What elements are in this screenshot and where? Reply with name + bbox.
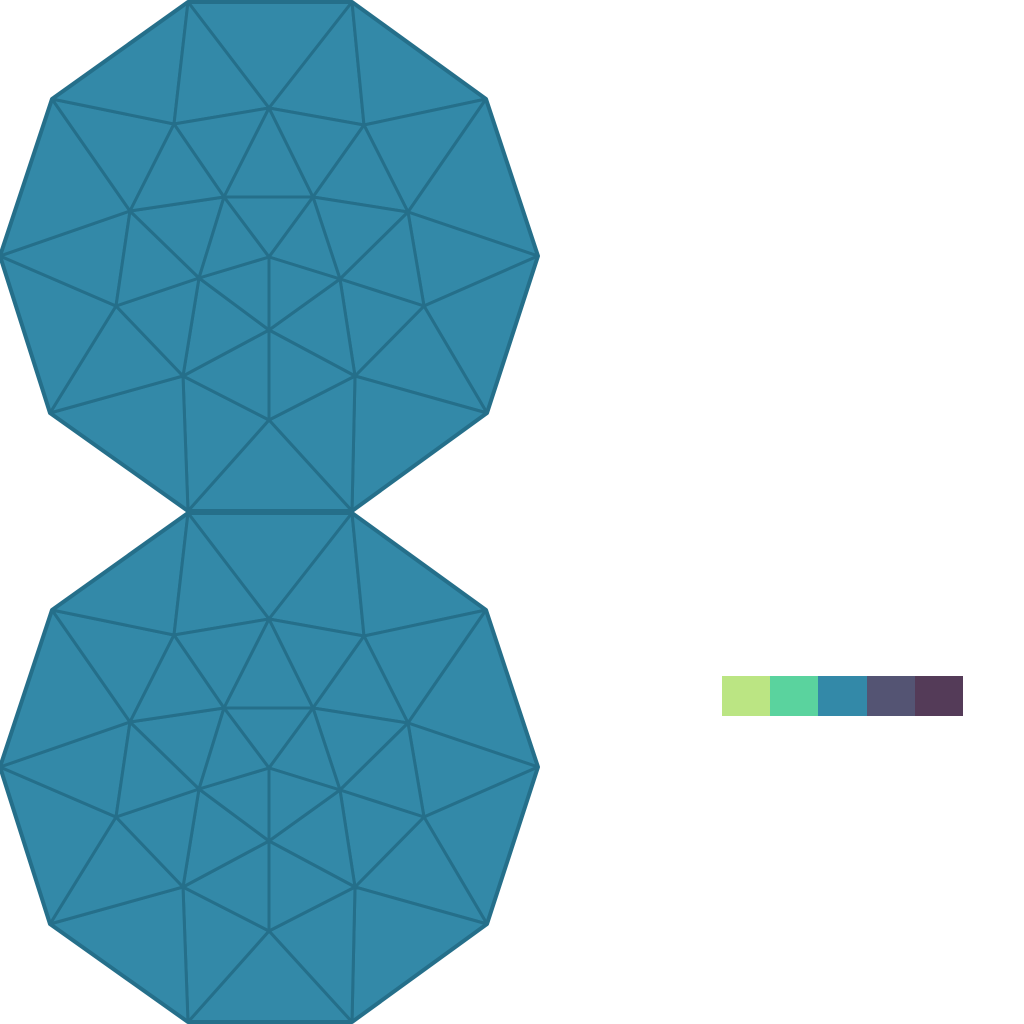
board-top-disc	[0, 2, 538, 511]
color-palette	[722, 676, 963, 716]
board-bottom-disc	[0, 513, 538, 1022]
palette-swatch-1[interactable]	[722, 676, 770, 716]
palette-swatch-5[interactable]	[915, 676, 963, 716]
palette-swatch-2[interactable]	[770, 676, 818, 716]
palette-swatch-4[interactable]	[867, 676, 915, 716]
palette-swatch-3[interactable]	[818, 676, 866, 716]
